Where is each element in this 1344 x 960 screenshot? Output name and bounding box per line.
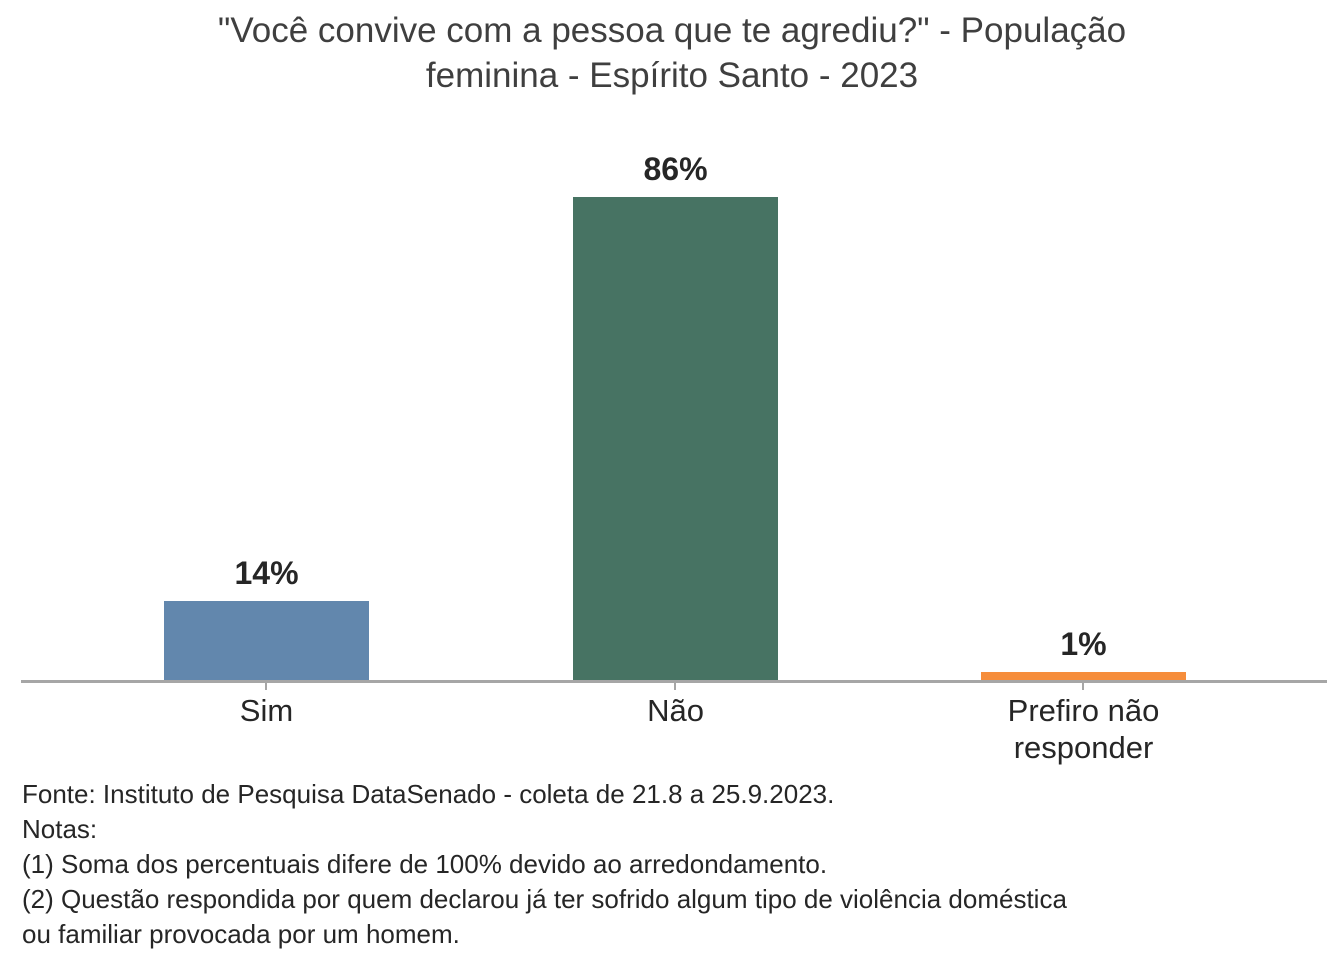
chart-title-line1: "Você convive com a pessoa que te agredi…: [217, 11, 1127, 50]
note-1: (1) Soma dos percentuais difere de 100% …: [22, 849, 828, 879]
notes-label: Notas:: [22, 814, 98, 844]
chart-footer: Fonte: Instituto de Pesquisa DataSenado …: [22, 777, 1102, 952]
axis-tick-sim: [265, 683, 267, 690]
value-label-nao: 86%: [643, 151, 708, 187]
note-2: (2) Questão respondida por quem declarou…: [22, 884, 1067, 949]
chart-title-line2: feminina - Espírito Santo - 2023: [425, 56, 919, 95]
source-note: Fonte: Instituto de Pesquisa DataSenado …: [22, 779, 835, 809]
bar-nao: [573, 197, 778, 680]
bar-prefiro-nao-responder: [981, 672, 1186, 680]
category-label-nao: Não: [647, 693, 704, 728]
value-label-prefiro-nao-responder: 1%: [1060, 626, 1107, 662]
bar-sim: [164, 601, 369, 680]
value-label-sim: 14%: [234, 555, 299, 591]
chart-title: "Você convive com a pessoa que te agredi…: [0, 8, 1344, 98]
category-label-prefiro-nao-responder: Prefiro não responder: [1007, 693, 1160, 765]
x-axis-line: [21, 680, 1327, 683]
axis-tick-prefiro-nao-responder: [1082, 683, 1084, 690]
axis-tick-nao: [674, 683, 676, 690]
category-label-sim: Sim: [239, 693, 294, 728]
